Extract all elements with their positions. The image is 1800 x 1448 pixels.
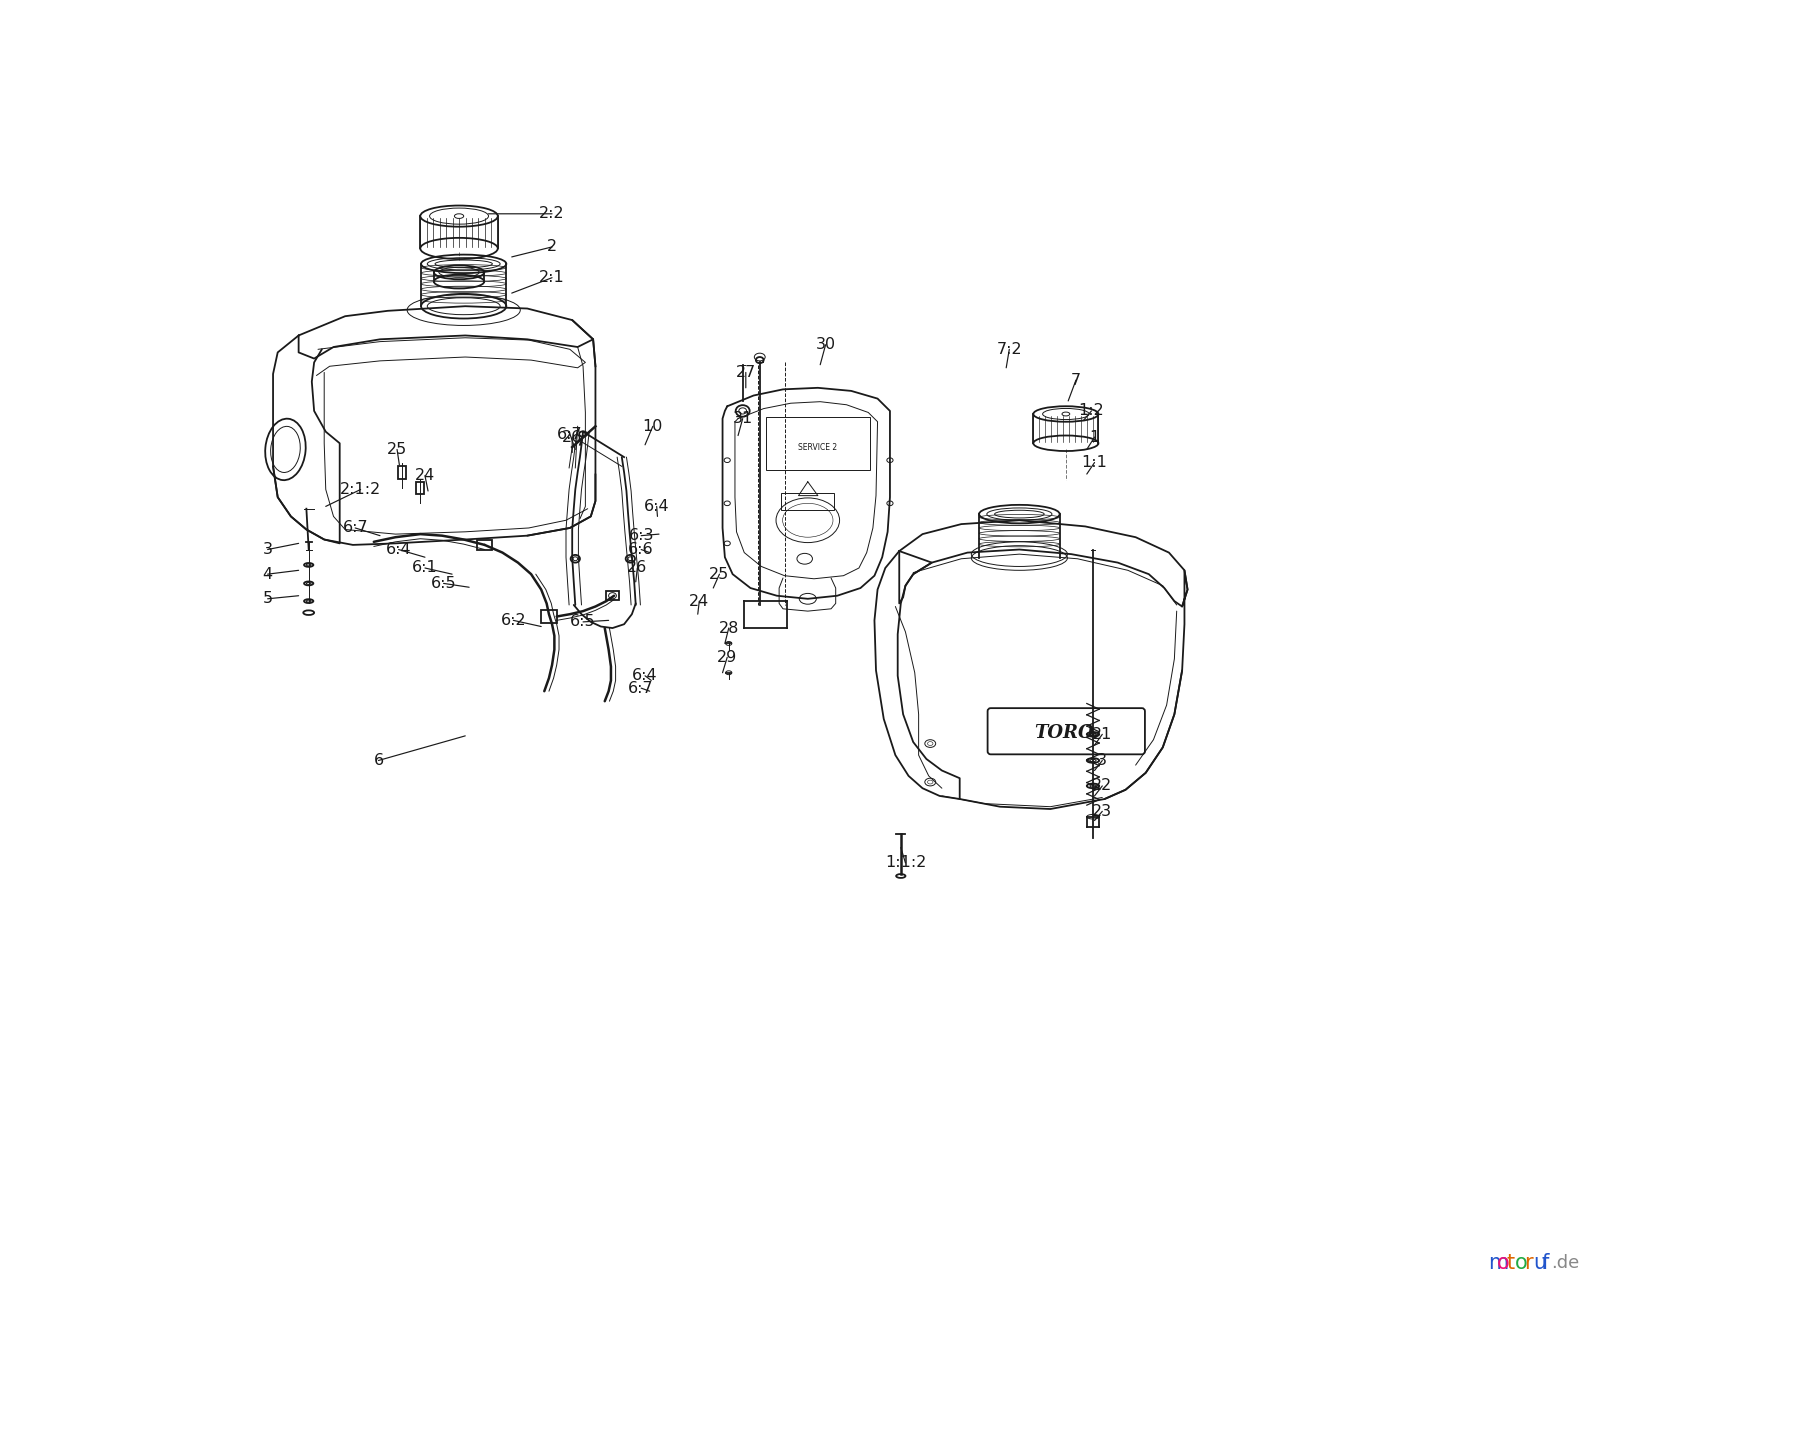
Text: 6:7: 6:7 <box>342 520 367 536</box>
Text: 6:1: 6:1 <box>412 560 437 575</box>
Text: 22: 22 <box>1093 779 1112 794</box>
Text: 3: 3 <box>263 542 272 557</box>
Text: u: u <box>1534 1254 1546 1273</box>
Text: 1:1:2: 1:1:2 <box>886 856 927 870</box>
Text: 25: 25 <box>387 442 407 458</box>
Text: 6:4: 6:4 <box>385 542 412 557</box>
Text: 25: 25 <box>709 566 729 582</box>
Text: 6:3: 6:3 <box>628 529 653 543</box>
Text: 26: 26 <box>562 430 583 445</box>
Text: TORO.: TORO. <box>1033 724 1098 741</box>
Text: 23: 23 <box>1093 804 1112 818</box>
Text: 29: 29 <box>716 650 738 665</box>
Text: o: o <box>1516 1254 1528 1273</box>
Text: 24: 24 <box>414 468 436 484</box>
Text: f: f <box>1543 1254 1550 1273</box>
Text: 6: 6 <box>373 753 383 767</box>
Text: SERVICE 2: SERVICE 2 <box>799 443 837 452</box>
Text: 4: 4 <box>263 566 272 582</box>
Text: .de: .de <box>1550 1254 1579 1273</box>
Text: 10: 10 <box>643 418 662 434</box>
Text: 2:1: 2:1 <box>540 271 565 285</box>
Text: 27: 27 <box>736 365 756 379</box>
Text: 7:2: 7:2 <box>997 342 1022 356</box>
Text: 7: 7 <box>1071 372 1082 388</box>
Text: 6:4: 6:4 <box>644 500 670 514</box>
Text: 1:2: 1:2 <box>1078 404 1105 418</box>
Text: 24: 24 <box>689 594 709 608</box>
Text: 6:7: 6:7 <box>556 427 583 442</box>
Text: 3: 3 <box>1098 753 1107 767</box>
Text: 6:5: 6:5 <box>571 614 596 630</box>
Text: r: r <box>1525 1254 1532 1273</box>
Text: 21: 21 <box>1093 727 1112 741</box>
Text: m: m <box>1489 1254 1508 1273</box>
Text: 6:7: 6:7 <box>628 681 653 695</box>
Text: 6:5: 6:5 <box>430 576 457 591</box>
Text: 6:2: 6:2 <box>500 613 526 628</box>
Text: 6:6: 6:6 <box>628 542 653 557</box>
Text: o: o <box>1498 1254 1510 1273</box>
Text: 1: 1 <box>1089 430 1100 445</box>
Text: 5: 5 <box>263 591 272 607</box>
Text: 2:2: 2:2 <box>540 206 565 222</box>
Text: 2: 2 <box>547 239 558 255</box>
Text: 31: 31 <box>733 411 752 426</box>
Text: 6:4: 6:4 <box>632 669 657 683</box>
Text: 1:1: 1:1 <box>1082 455 1107 471</box>
Text: t: t <box>1507 1254 1514 1273</box>
Text: 30: 30 <box>815 337 835 352</box>
Text: 2:1:2: 2:1:2 <box>340 482 382 497</box>
Text: 28: 28 <box>718 621 740 636</box>
Text: 26: 26 <box>626 560 648 575</box>
